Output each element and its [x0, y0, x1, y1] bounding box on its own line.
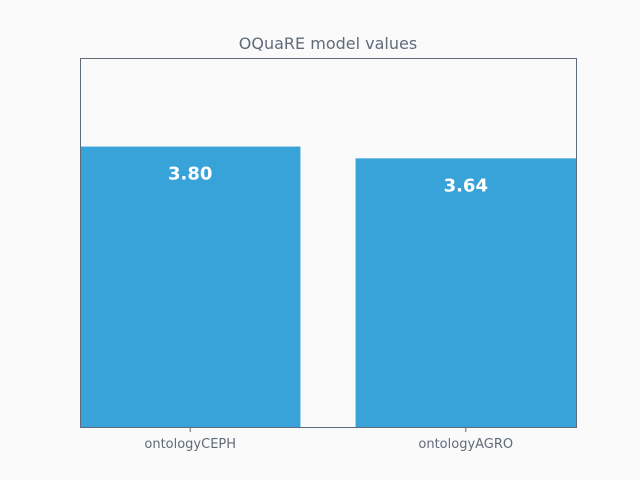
plot-frame: [80, 58, 577, 428]
x-tick-label: ontologyCEPH: [144, 437, 236, 452]
bar-value-label: 3.80: [168, 164, 212, 185]
x-ticks-group: ontologyCEPH ontologyAGRO: [144, 427, 513, 452]
bar-ontologyCEPH: [80, 146, 301, 427]
chart-title: OQuaRE model values: [239, 34, 417, 53]
bar-value-label: 3.64: [444, 175, 488, 196]
bars-group: 3.80 3.64: [80, 146, 576, 428]
bar-ontologyAGRO: [355, 158, 576, 428]
x-tick-label: ontologyAGRO: [418, 437, 513, 452]
